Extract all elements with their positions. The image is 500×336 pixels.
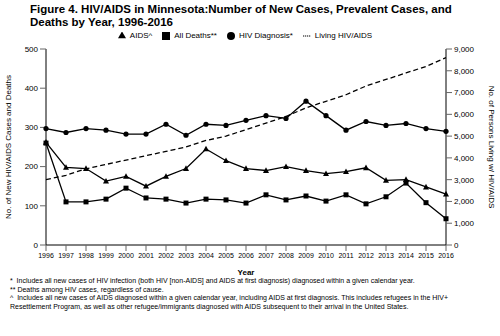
html-text:* Includes all new cases of HI: * Includes all new cases of HIV infectio… — [10, 277, 415, 284]
svg-text:2012: 2012 — [358, 252, 374, 259]
html-text:^ Includes all new cases of AI: ^ Includes all new cases of AIDS diagnos… — [10, 294, 450, 310]
svg-text:Year: Year — [238, 268, 255, 275]
svg-text:1,000: 1,000 — [454, 219, 475, 228]
svg-text:5,000: 5,000 — [454, 132, 475, 141]
svg-text:9,000: 9,000 — [454, 45, 475, 54]
svg-text:6,000: 6,000 — [454, 110, 475, 119]
html-text:All Deaths**: All Deaths** — [174, 31, 217, 40]
svg-text:1996: 1996 — [38, 252, 54, 259]
svg-text:1997: 1997 — [58, 252, 74, 259]
svg-text:2014: 2014 — [398, 252, 414, 259]
svg-text:7,000: 7,000 — [454, 88, 475, 97]
svg-text:No. of Persons Living w/ HIV/A: No. of Persons Living w/ HIV/AIDS — [487, 86, 492, 209]
html-text:Figure 4. HIV/AIDS in Minnesot: Figure 4. HIV/AIDS in Minnesota:Number o… — [30, 3, 452, 28]
svg-text:1999: 1999 — [98, 252, 114, 259]
svg-text:2011: 2011 — [338, 252, 353, 259]
svg-text:0: 0 — [454, 241, 459, 250]
svg-text:0: 0 — [34, 241, 39, 250]
html-text:Living HIV/AIDS: Living HIV/AIDS — [314, 31, 373, 40]
svg-text:2016: 2016 — [438, 252, 454, 259]
svg-text:2010: 2010 — [318, 252, 334, 259]
svg-text:4,000: 4,000 — [454, 154, 475, 163]
html-text:AIDS^: AIDS^ — [129, 31, 153, 40]
svg-text:100: 100 — [25, 202, 39, 211]
svg-text:2005: 2005 — [218, 252, 234, 259]
svg-text:2,000: 2,000 — [454, 197, 475, 206]
svg-text:2000: 2000 — [118, 252, 134, 259]
svg-text:2013: 2013 — [378, 252, 394, 259]
svg-text:No. of New HIV/AIDS Cases and: No. of New HIV/AIDS Cases and Deaths — [8, 75, 13, 219]
svg-text:2009: 2009 — [298, 252, 314, 259]
svg-text:2007: 2007 — [258, 252, 274, 259]
svg-text:2006: 2006 — [238, 252, 254, 259]
svg-text:2008: 2008 — [278, 252, 294, 259]
html-text:HIV Diagnosis*: HIV Diagnosis* — [239, 31, 293, 40]
svg-text:300: 300 — [25, 123, 39, 132]
svg-text:500: 500 — [25, 45, 39, 54]
svg-text:200: 200 — [25, 162, 39, 171]
svg-text:400: 400 — [25, 84, 39, 93]
svg-text:2002: 2002 — [158, 252, 174, 259]
svg-text:1998: 1998 — [78, 252, 94, 259]
svg-text:8,000: 8,000 — [454, 67, 475, 76]
svg-text:2004: 2004 — [198, 252, 214, 259]
svg-text:2001: 2001 — [138, 252, 154, 259]
svg-text:2003: 2003 — [178, 252, 194, 259]
html-text:** Deaths among HIV cases, reg: ** Deaths among HIV cases, regardless of… — [10, 285, 164, 293]
svg-text:3,000: 3,000 — [454, 176, 475, 185]
svg-text:2015: 2015 — [418, 252, 434, 259]
